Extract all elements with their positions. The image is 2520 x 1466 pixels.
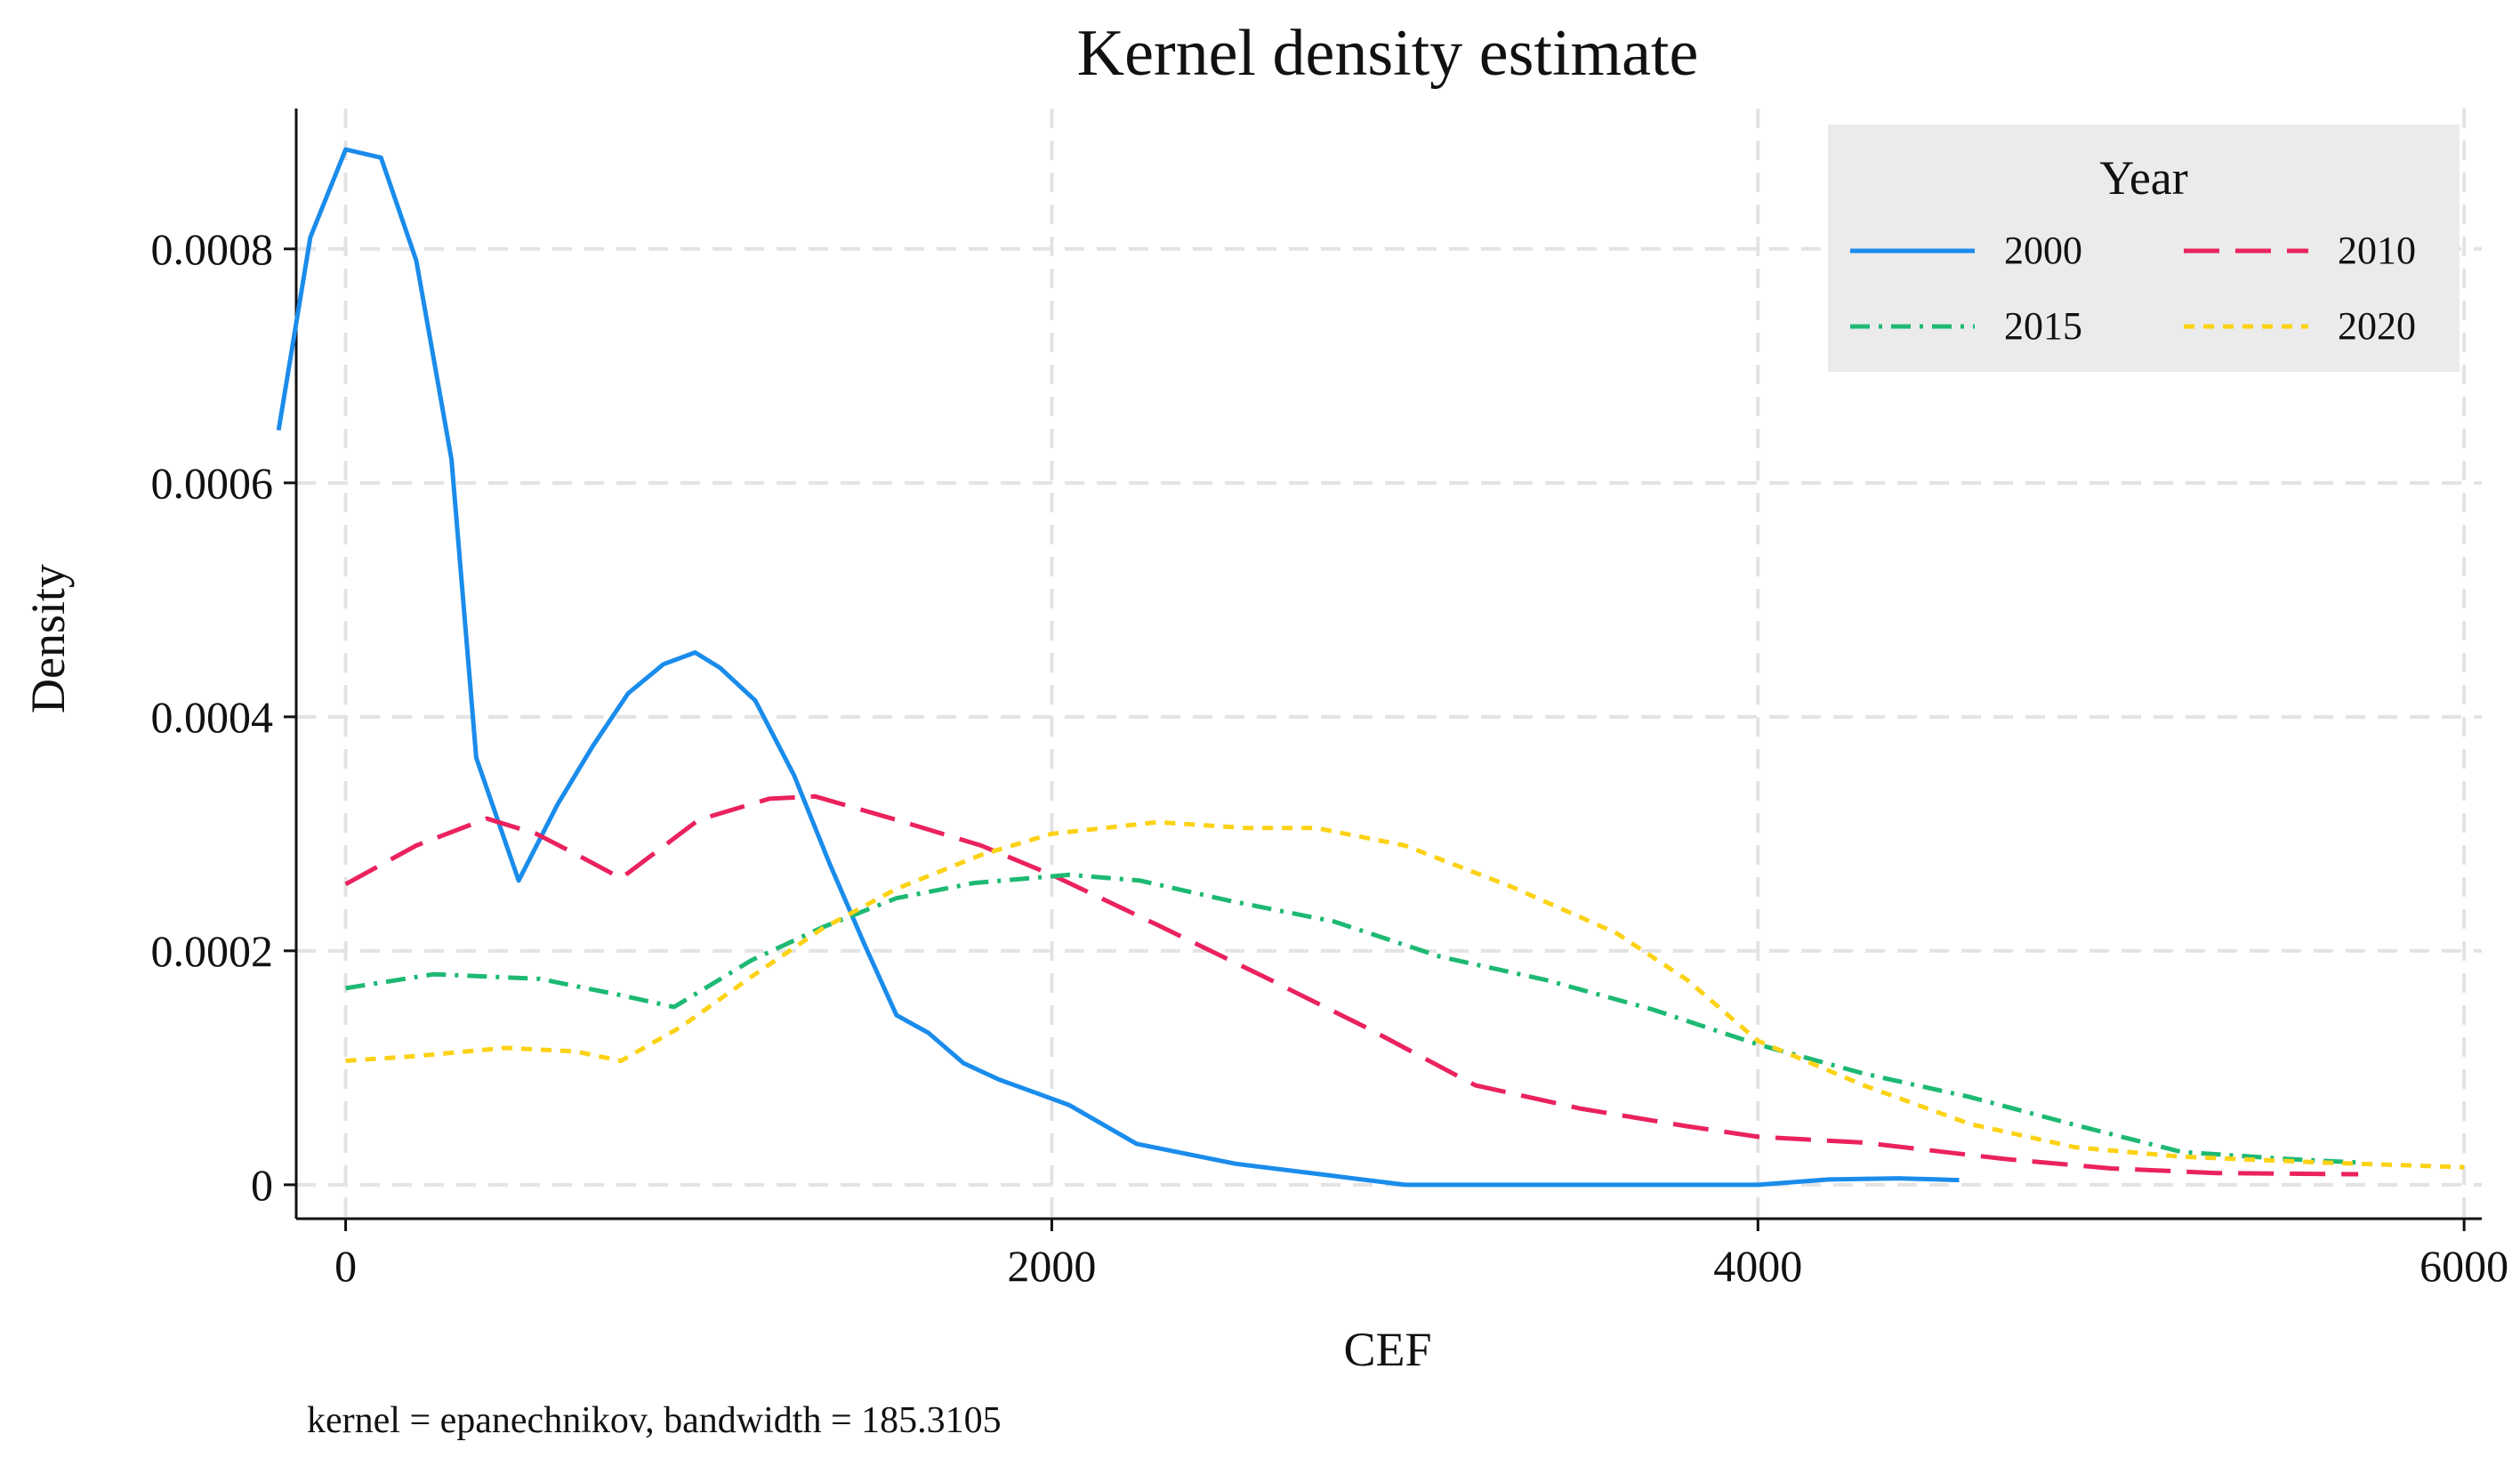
x-tick-label-0: 0 [334,1241,357,1291]
density-series [276,147,2465,1188]
series-line-2000 [276,147,1960,1188]
legend-label-2010: 2010 [2338,229,2416,272]
x-tick-label-2000: 2000 [1007,1241,1096,1291]
chart-title: Kernel density estimate [1077,17,1699,90]
y-tick-label-0.0002: 0.0002 [151,926,274,976]
axes: 0 2000 4000 6000 0 0.0002 0.0004 0.0006 0.0008 [151,109,2508,1291]
y-tick-label-0.0006: 0.0006 [151,458,274,508]
legend-box [1828,125,2460,372]
series-line-2020 [345,819,2465,1170]
chart-note: kernel = epanechnikov, bandwidth = 185.3… [307,1400,1002,1441]
x-tick-label-6000: 6000 [2419,1241,2508,1291]
series-line-2015 [345,872,2359,1165]
legend-label-2015: 2015 [2004,304,2082,348]
legend-label-2000: 2000 [2004,229,2082,272]
series-line-2010 [344,793,2359,1177]
y-tick-label-0: 0 [251,1160,273,1210]
grid-lines [296,109,2482,1219]
legend: Year 2000 2010 2015 2020 [1828,125,2460,372]
y-tick-label-0.0008: 0.0008 [151,224,274,274]
x-tick-label-4000: 4000 [1713,1241,1802,1291]
y-axis-label: Density [21,564,75,713]
y-tick-label-0.0004: 0.0004 [151,692,274,742]
legend-title: Year [2099,151,2188,205]
x-axis-label: CEF [1343,1323,1431,1376]
legend-label-2020: 2020 [2338,304,2416,348]
